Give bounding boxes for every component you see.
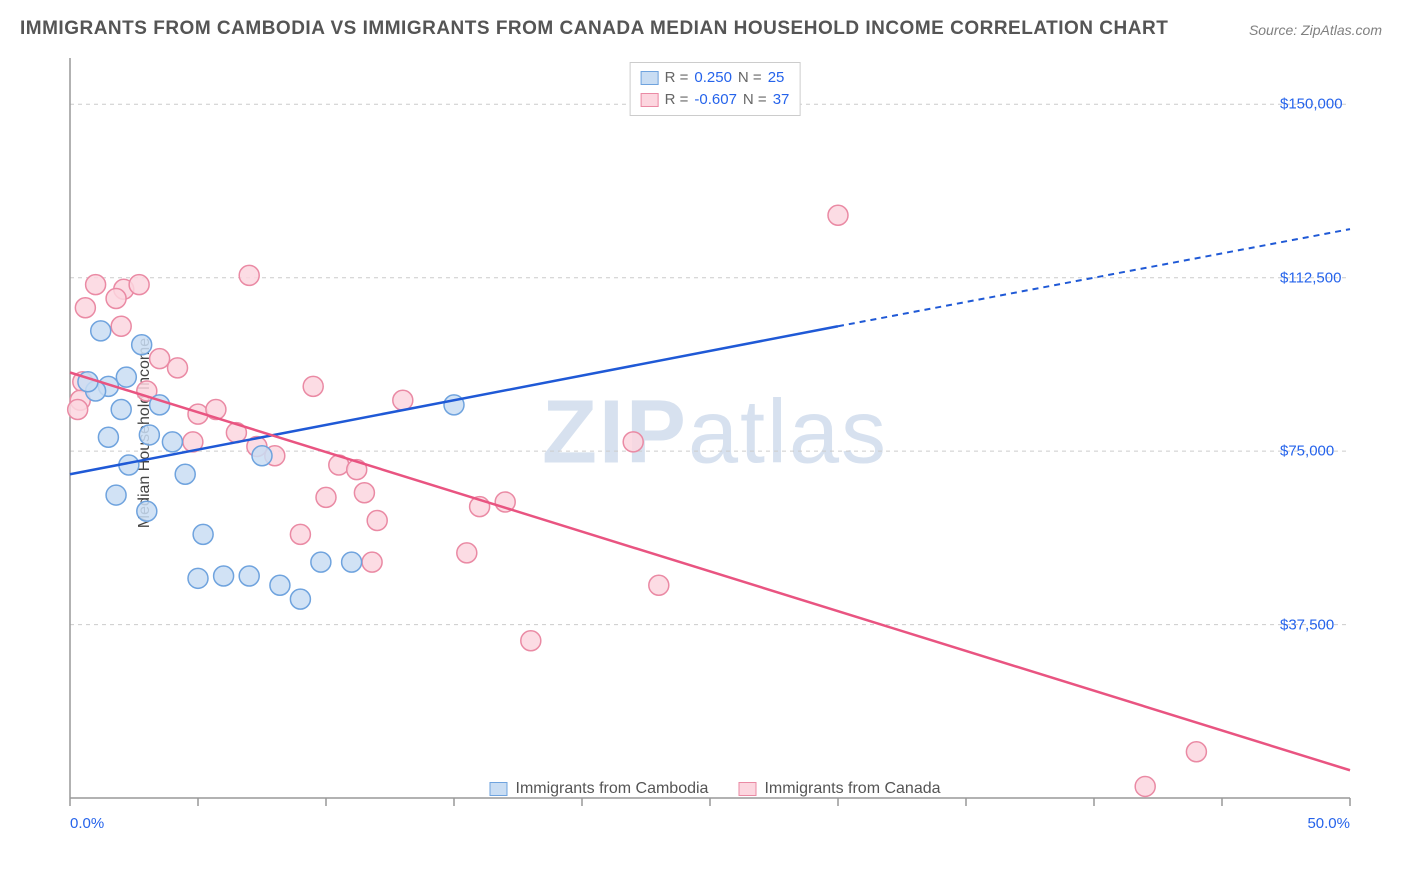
n-label: N = bbox=[738, 67, 762, 89]
n-value-1: 25 bbox=[768, 67, 785, 89]
n-label: N = bbox=[743, 89, 767, 111]
y-tick-label: $150,000 bbox=[1280, 96, 1380, 113]
swatch-canada bbox=[738, 782, 756, 796]
correlation-legend: R = 0.250 N = 25 R = -0.607 N = 37 bbox=[630, 62, 801, 116]
chart-area: Median Household Income ZIPatlas R = 0.2… bbox=[50, 58, 1380, 808]
swatch-cambodia bbox=[489, 782, 507, 796]
n-value-2: 37 bbox=[773, 89, 790, 111]
correlation-row-1: R = 0.250 N = 25 bbox=[641, 67, 790, 89]
r-label: R = bbox=[665, 89, 689, 111]
chart-title: IMMIGRANTS FROM CAMBODIA VS IMMIGRANTS F… bbox=[20, 18, 1168, 40]
legend-label: Immigrants from Cambodia bbox=[515, 780, 708, 798]
legend-item-cambodia: Immigrants from Cambodia bbox=[489, 780, 708, 798]
y-tick-label: $75,000 bbox=[1280, 443, 1380, 460]
legend-label: Immigrants from Canada bbox=[764, 780, 940, 798]
r-label: R = bbox=[665, 67, 689, 89]
series-legend: Immigrants from Cambodia Immigrants from… bbox=[489, 780, 940, 798]
swatch-cambodia bbox=[641, 71, 659, 85]
x-axis-max: 50.0% bbox=[1307, 815, 1350, 832]
y-tick-label: $112,500 bbox=[1280, 269, 1380, 286]
x-axis-min: 0.0% bbox=[70, 815, 104, 832]
y-tick-label: $37,500 bbox=[1280, 616, 1380, 633]
correlation-row-2: R = -0.607 N = 37 bbox=[641, 89, 790, 111]
source-attribution: Source: ZipAtlas.com bbox=[1249, 22, 1382, 38]
r-value-1: 0.250 bbox=[694, 67, 732, 89]
scatter-plot-svg bbox=[50, 58, 1380, 808]
r-value-2: -0.607 bbox=[694, 89, 737, 111]
legend-item-canada: Immigrants from Canada bbox=[738, 780, 940, 798]
swatch-canada bbox=[641, 93, 659, 107]
